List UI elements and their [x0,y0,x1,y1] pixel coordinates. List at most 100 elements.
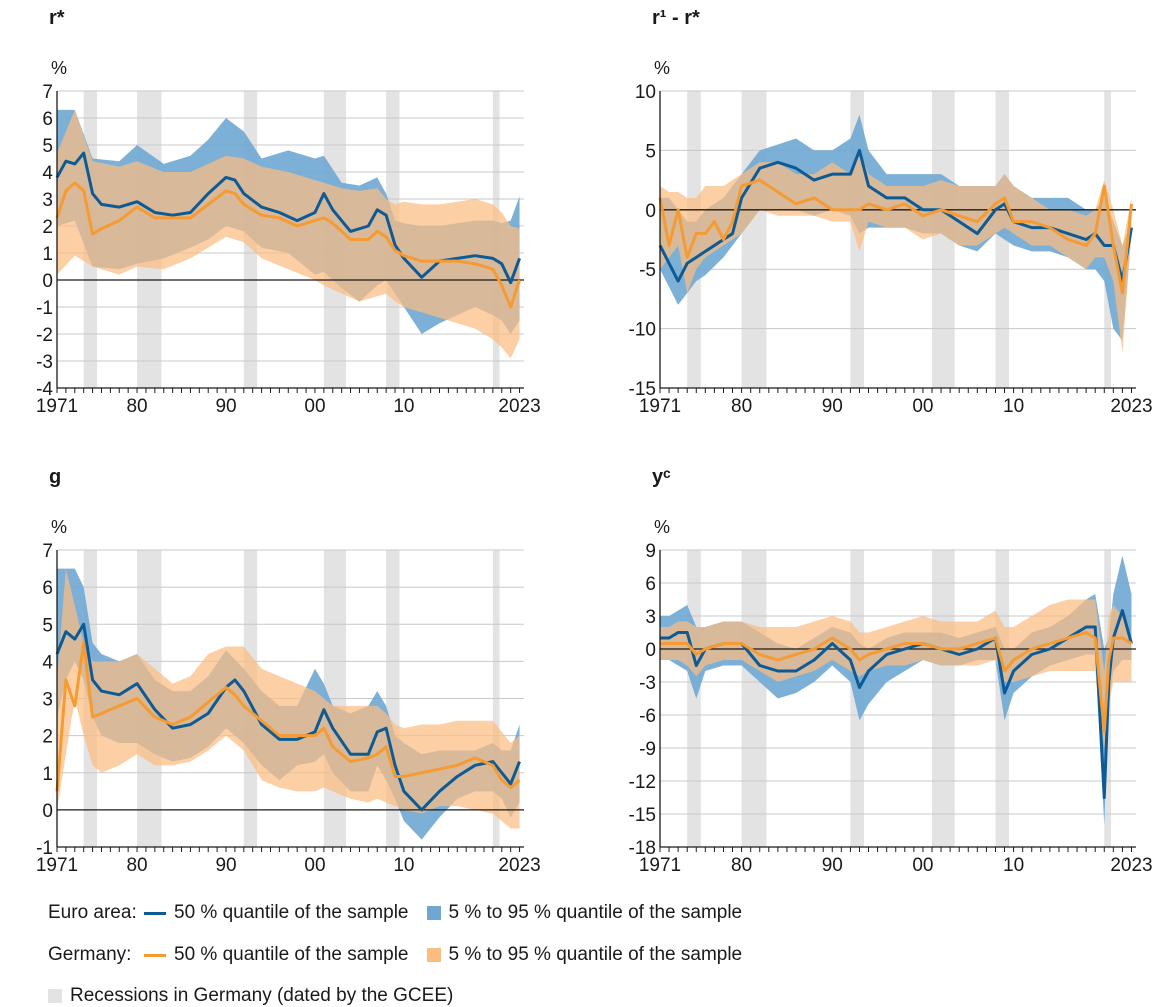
recession-band [741,550,767,847]
median-line-de [55,641,521,792]
x-tick-label: 00 [304,855,325,876]
y-tick-label: -3 [36,352,53,373]
x-tick-label: 80 [731,396,752,417]
recession-band [932,91,955,388]
chart-title: yᶜ [652,466,671,488]
y-tick-label: -2 [36,325,53,346]
y-tick-label: 6 [42,578,53,599]
y-tick-label: 2 [42,727,53,748]
y-tick-label: 3 [42,190,53,211]
legend-euro-area-band-label: 5 % to 95 % quantile of the sample [448,902,743,923]
band-ea [660,555,1132,825]
y-tick-label: 2 [42,217,53,238]
unit-label: % [51,58,67,78]
unit-label: % [51,517,67,537]
unit-label: % [654,517,670,537]
y-tick-label: -15 [629,379,656,400]
y-tick-label: 3 [42,690,53,711]
chart-title: r¹ - r* [652,7,700,29]
median-line-de [55,181,521,309]
y-tick-label: 0 [645,640,656,661]
y-tick-label: -3 [639,673,656,694]
x-tick-label: 00 [912,855,933,876]
y-tick-label: -1 [36,838,53,859]
band-de [57,568,520,829]
y-tick-label: 7 [42,541,53,562]
x-tick-label: 90 [215,855,236,876]
median-line-de [658,178,1133,295]
x-tick-label: 10 [1003,396,1024,417]
legend-germany-line-label: 50 % quantile of the sample [174,944,409,965]
legend-recession-key [48,989,62,1003]
y-tick-label: 0 [645,201,656,222]
x-tick-label: 00 [304,396,325,417]
x-tick-label: 10 [393,855,414,876]
x-tick-label: 2023 [498,396,540,417]
band-de [57,109,520,359]
y-tick-label: 1 [42,244,53,265]
legend-euro-area-line-label: 50 % quantile of the sample [174,902,409,923]
y-tick-label: -6 [639,706,656,727]
y-tick-label: 5 [645,141,656,162]
median-line-de [660,631,1133,733]
y-tick-label: 7 [42,82,53,103]
y-tick-label: 5 [42,615,53,636]
legend-euro-area-line-key [144,911,166,915]
band-de [660,150,1132,353]
y-tick-label: 6 [645,574,656,595]
x-tick-label: 80 [126,855,147,876]
median-line-ea [658,148,1133,283]
y-tick-label: 0 [42,271,53,292]
y-tick-label: 4 [42,652,53,673]
legend-recession-label: Recessions in Germany (dated by the GCEE… [70,985,454,1006]
legend-euro-area-label: Euro area: [48,902,137,923]
recession-band [995,91,1010,388]
y-tick-label: 5 [42,136,53,157]
x-tick-label: 80 [126,396,147,417]
x-tick-label: 10 [1003,855,1024,876]
chart-title: g [49,466,61,488]
y-tick-label: 9 [645,541,656,562]
y-tick-label: 6 [42,109,53,130]
y-tick-label: 4 [42,163,53,184]
y-tick-label: -12 [629,772,656,793]
legend-recessions: Recessions in Germany (dated by the GCEE… [48,985,453,1007]
legend-germany-line-key [144,953,166,957]
recession-band [741,91,767,388]
legend-germany-band-label: 5 % to 95 % quantile of the sample [448,944,743,965]
y-tick-label: -9 [639,739,656,760]
y-tick-label: 1 [42,764,53,785]
y-tick-label: -5 [639,260,656,281]
y-tick-label: 10 [635,82,656,103]
unit-label: % [654,58,670,78]
legend-germany-label: Germany: [48,944,132,965]
x-tick-label: 1971 [36,855,78,876]
x-tick-label: 1971 [639,855,681,876]
x-tick-label: 90 [822,396,843,417]
legend-germany-band-key [426,948,441,962]
chart-title: r* [49,7,65,29]
x-tick-label: 1971 [36,396,78,417]
band-de [660,599,1132,748]
x-tick-label: 10 [393,396,414,417]
x-tick-label: 2023 [1110,396,1152,417]
legend-euro-area: Euro area: 50 % quantile of the sample 5… [48,902,742,924]
y-tick-label: -1 [36,298,53,319]
y-tick-label: -4 [36,379,53,400]
x-tick-label: 1971 [639,396,681,417]
x-tick-label: 80 [731,855,752,876]
x-tick-label: 2023 [1110,855,1152,876]
x-tick-label: 90 [215,396,236,417]
median-line-ea [55,622,521,812]
x-tick-label: 90 [822,855,843,876]
recession-band [932,550,955,847]
x-tick-label: 00 [912,396,933,417]
legend-germany: Germany: 50 % quantile of the sample 5 %… [48,944,742,966]
y-tick-label: 3 [645,607,656,628]
recession-band [687,550,701,847]
y-tick-label: 0 [42,801,53,822]
